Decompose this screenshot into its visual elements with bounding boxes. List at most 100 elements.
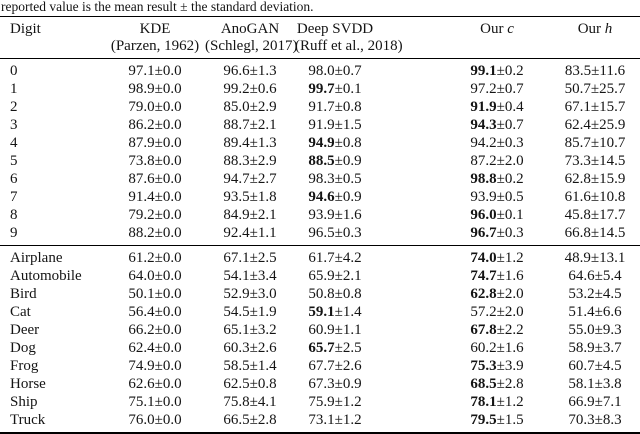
mean-value: 66.2 xyxy=(128,322,155,338)
table-cell: 85.0±2.9 xyxy=(205,98,295,116)
plus-minus-sign: ± xyxy=(496,135,505,151)
std-value: 11.6 xyxy=(599,63,626,79)
mean-value: 76.0 xyxy=(128,412,155,428)
plus-minus-sign: ± xyxy=(154,268,163,284)
std-value: 0.5 xyxy=(504,189,524,205)
plus-minus-sign: ± xyxy=(334,250,343,266)
table-cell: 93.5±1.8 xyxy=(205,188,295,206)
mean-value: 59.1 xyxy=(308,304,335,320)
std-value: 1.4 xyxy=(257,358,277,374)
plus-minus-sign: ± xyxy=(249,250,258,266)
std-value: 0.0 xyxy=(162,99,182,115)
plus-minus-sign: ± xyxy=(496,153,505,169)
table-cell: 96.0±0.1 xyxy=(420,206,550,224)
table-cell: 62.4±25.9 xyxy=(550,116,640,134)
mean-value: 62.4 xyxy=(128,340,155,356)
std-value: 0.9 xyxy=(342,153,362,169)
plus-minus-sign: ± xyxy=(496,225,505,241)
table-cell: 51.4±6.6 xyxy=(550,303,640,321)
plus-minus-sign: ± xyxy=(334,340,343,356)
table-row: 4 87.9±0.0 89.4±1.3 94.9±0.8 94.2±0.3 85.7±10… xyxy=(0,134,640,152)
table-cell: 58.1±3.8 xyxy=(550,375,640,393)
table-cell: 67.1±15.7 xyxy=(550,98,640,116)
table-row: 5 73.8±0.0 88.3±2.9 88.5±0.9 87.2±2.0 73.3±14… xyxy=(0,152,640,170)
column-header-kde: KDE (Parzen, 1962) xyxy=(105,17,205,59)
mean-value: 93.5 xyxy=(223,189,250,205)
std-value: 15.7 xyxy=(599,99,626,115)
std-value: 1.6 xyxy=(504,340,524,356)
table-cell: 73.3±14.5 xyxy=(550,152,640,170)
plus-minus-sign: ± xyxy=(249,322,258,338)
std-value: 0.0 xyxy=(162,268,182,284)
mean-value: 62.4 xyxy=(564,117,591,133)
plus-minus-sign: ± xyxy=(334,63,343,79)
table-cell: 75.1±0.0 xyxy=(105,393,205,411)
table-cell: 52.9±3.0 xyxy=(205,285,295,303)
std-value: 1.2 xyxy=(504,394,524,410)
table-cell: 94.6±0.9 xyxy=(295,188,420,206)
table-row: Frog 74.9±0.0 58.5±1.4 67.7±2.6 75.3±3.9 60.7… xyxy=(0,357,640,375)
mean-value: 85.0 xyxy=(223,99,250,115)
table-cell: 60.7±4.5 xyxy=(550,357,640,375)
plus-minus-sign: ± xyxy=(154,286,163,302)
plus-minus-sign: ± xyxy=(496,304,505,320)
std-value: 2.8 xyxy=(257,412,277,428)
table-cell: 67.3±0.9 xyxy=(295,375,420,393)
plus-minus-sign: ± xyxy=(594,286,603,302)
std-value: 1.1 xyxy=(257,225,277,241)
mean-value: 99.2 xyxy=(223,81,250,97)
table-cell: 66.8±14.5 xyxy=(550,224,640,246)
table-cell: 91.7±0.8 xyxy=(295,98,420,116)
mean-value: 62.6 xyxy=(128,376,155,392)
std-value: 2.8 xyxy=(504,376,524,392)
mean-value: 94.7 xyxy=(223,171,250,187)
table-cell: 75.3±3.9 xyxy=(420,357,550,375)
std-value: 0.0 xyxy=(162,81,182,97)
plus-minus-sign: ± xyxy=(154,322,163,338)
table-cell: 66.2±0.0 xyxy=(105,321,205,339)
table-row: 8 79.2±0.0 84.9±2.1 93.9±1.6 96.0±0.1 45.8±17… xyxy=(0,206,640,224)
table-cell: 87.2±2.0 xyxy=(420,152,550,170)
table-caption: reported value is the mean result ± the … xyxy=(0,0,640,17)
table-cell: 79.0±0.0 xyxy=(105,98,205,116)
table-cell: 67.8±2.2 xyxy=(420,321,550,339)
table-row: Horse 62.6±0.0 62.5±0.8 67.3±0.9 68.5±2.8 58.… xyxy=(0,375,640,393)
std-value: 0.7 xyxy=(504,117,524,133)
math-variable-c: c xyxy=(507,21,514,37)
table-cell: 66.5±2.8 xyxy=(205,411,295,434)
mean-value: 70.3 xyxy=(568,412,595,428)
std-value: 0.0 xyxy=(162,117,182,133)
mean-value: 88.7 xyxy=(223,117,250,133)
std-value: 0.7 xyxy=(342,63,362,79)
row-label: 4 xyxy=(10,135,18,151)
plus-minus-sign: ± xyxy=(594,322,603,338)
table-cell: 50.1±0.0 xyxy=(105,285,205,303)
std-value: 10.8 xyxy=(599,189,626,205)
table-row: 2 79.0±0.0 85.0±2.9 91.7±0.8 91.9±0.4 67.1±15… xyxy=(0,98,640,116)
plus-minus-sign: ± xyxy=(154,250,163,266)
table-row: Truck 76.0±0.0 66.5±2.8 73.1±1.2 79.5±1.5 70.… xyxy=(0,411,640,434)
mean-value: 93.9 xyxy=(470,189,497,205)
plus-minus-sign: ± xyxy=(594,376,603,392)
std-value: 2.1 xyxy=(342,268,362,284)
mean-value: 79.5 xyxy=(470,412,497,428)
plus-minus-sign: ± xyxy=(496,286,505,302)
mean-value: 62.8 xyxy=(564,171,591,187)
table-cell: 53.2±4.5 xyxy=(550,285,640,303)
std-value: 2.5 xyxy=(257,250,277,266)
table-cell: 78.1±1.2 xyxy=(420,393,550,411)
mean-value: 97.2 xyxy=(470,81,497,97)
std-value: 2.0 xyxy=(504,304,524,320)
mean-value: 58.9 xyxy=(568,340,595,356)
results-table: Digit KDE (Parzen, 1962) AnoGAN (Schlegl, … xyxy=(0,17,640,434)
mean-value: 62.5 xyxy=(223,376,250,392)
table-cell: 99.7±0.1 xyxy=(295,80,420,98)
mean-value: 50.8 xyxy=(308,286,335,302)
plus-minus-sign: ± xyxy=(496,376,505,392)
table-cell: 62.8±2.0 xyxy=(420,285,550,303)
table-row: 6 87.6±0.0 94.7±2.7 98.3±0.5 98.8±0.2 62.8±15… xyxy=(0,170,640,188)
plus-minus-sign: ± xyxy=(249,171,258,187)
plus-minus-sign: ± xyxy=(249,63,258,79)
std-value: 0.3 xyxy=(504,225,524,241)
std-value: 4.1 xyxy=(257,394,277,410)
